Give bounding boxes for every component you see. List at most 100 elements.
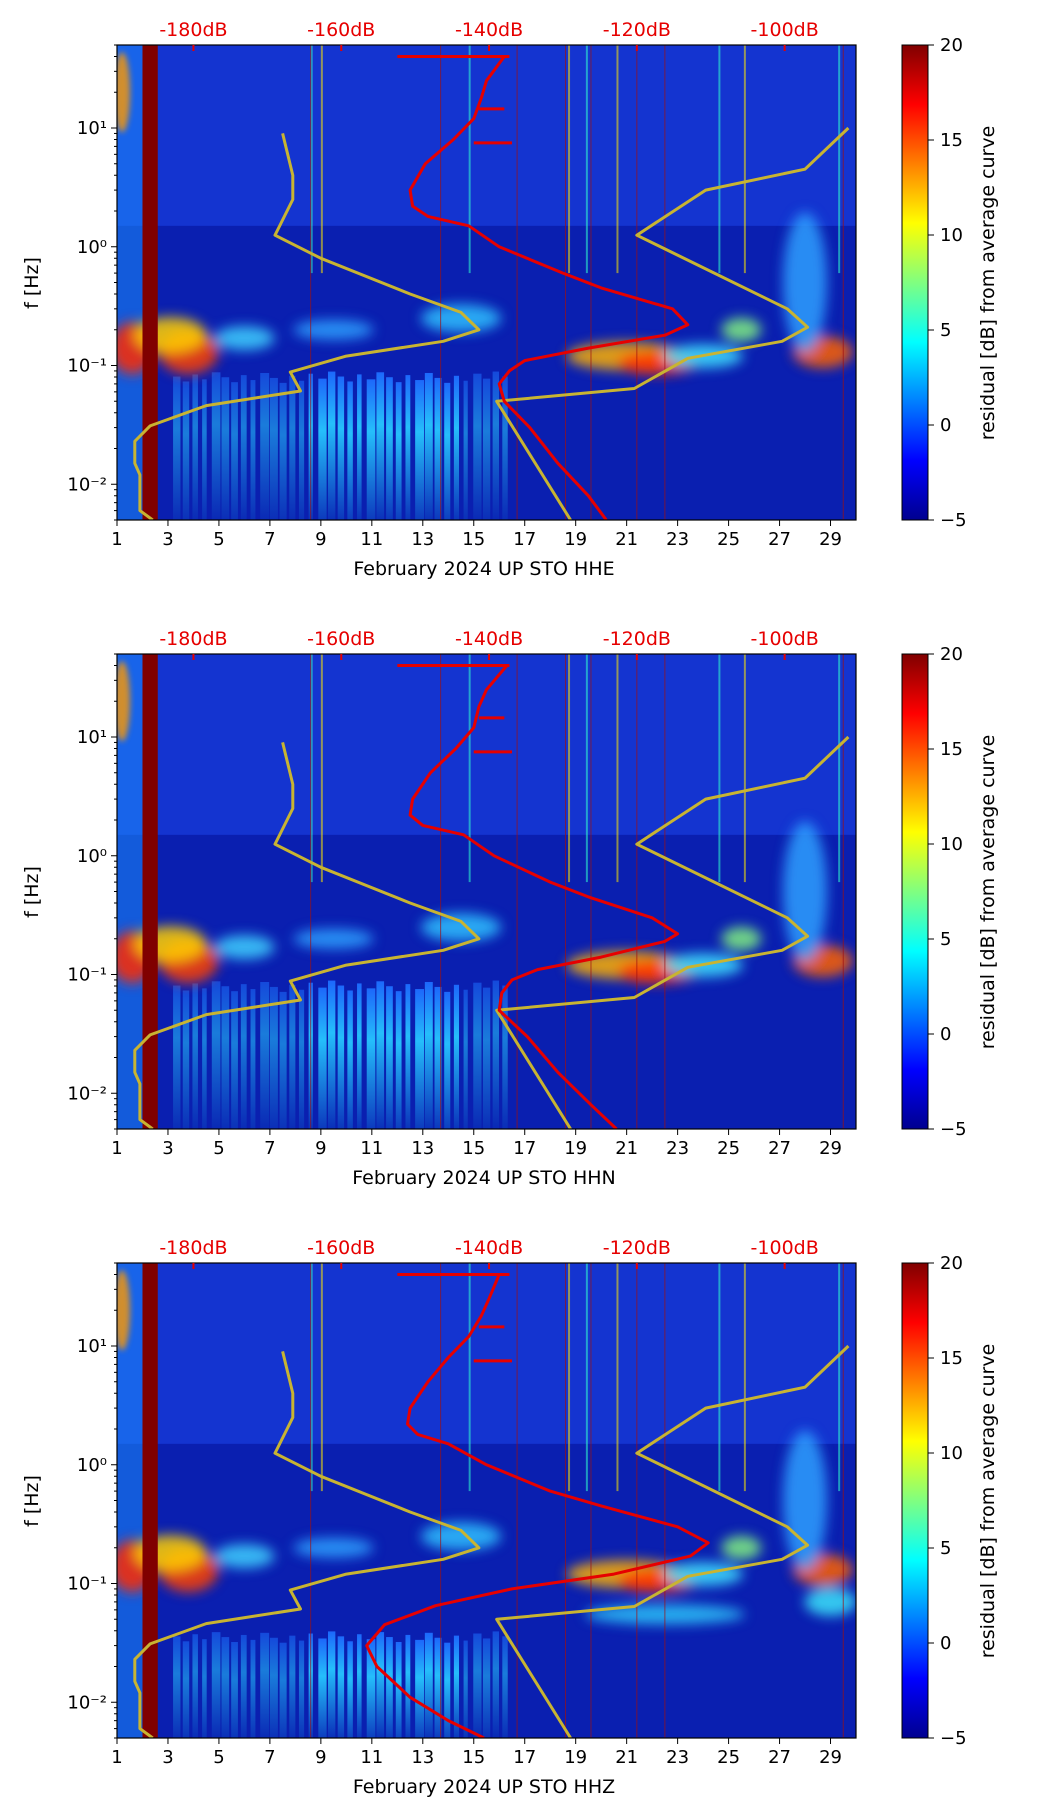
x-tick-label: 9 xyxy=(315,1747,326,1768)
colorbar-gradient xyxy=(901,44,929,521)
y-tick-label: 10¹ xyxy=(77,118,107,139)
x-tick-label: 7 xyxy=(264,1747,275,1768)
x-tick-label: 1 xyxy=(111,1138,122,1159)
y-axis-label: f [Hz] xyxy=(21,257,43,309)
early-hf-spot xyxy=(117,52,131,133)
db-tick-label: -180dB xyxy=(159,19,227,41)
colorbar-tick-label: 10 xyxy=(940,1443,963,1464)
db-tick-label: -160dB xyxy=(307,1237,375,1259)
y-axis: 10⁻² 10⁻¹ 10⁰ 10¹ xyxy=(67,44,117,521)
x-tick-label: 23 xyxy=(666,1747,689,1768)
colorbar-tick-label: 0 xyxy=(940,415,951,436)
x-tick-label: 11 xyxy=(360,529,383,550)
x-tick-label: 13 xyxy=(411,1747,434,1768)
noise-model-low-curve xyxy=(133,742,481,1129)
x-tick-label: 25 xyxy=(717,529,740,550)
x-axis-label: February 2024 UP STO HHZ xyxy=(353,1776,615,1798)
x-tick-label: 15 xyxy=(462,1138,485,1159)
db-tick-label: -180dB xyxy=(159,628,227,650)
transient-streaks xyxy=(310,654,841,883)
x-tick-label: 19 xyxy=(564,529,587,550)
y-tick-label: 10⁻¹ xyxy=(67,1574,107,1595)
spectrogram-panel-hhz: 1 3 5 7 9 11 13 15 17 19 21 23 25 27 2910⁻²10⁻¹10⁰10¹-… xyxy=(67,1237,966,1768)
x-tick-label: 19 xyxy=(564,1138,587,1159)
top-db-axis: -180dB -160dB -140dB -120dB -100dB xyxy=(159,1237,819,1269)
colorbar: −5 0 5 10 15 20 xyxy=(901,35,967,531)
high-frequency-band xyxy=(117,1263,856,1444)
x-tick-label: 25 xyxy=(717,1747,740,1768)
colorbar-tick-label: −5 xyxy=(940,510,967,531)
x-tick-label: 19 xyxy=(564,1747,587,1768)
median-psd-curve xyxy=(365,1273,710,1738)
microseism-band xyxy=(117,821,853,984)
data-gap-column xyxy=(142,1263,158,1738)
db-tick-label: -180dB xyxy=(159,1237,227,1259)
x-tick-label: 29 xyxy=(819,1138,842,1159)
high-frequency-band xyxy=(117,45,856,226)
x-tick-label: 1 xyxy=(111,529,122,550)
x-tick-label: 9 xyxy=(315,1138,326,1159)
colorbar-tick-label: 10 xyxy=(940,225,963,246)
top-db-axis: -180dB -160dB -140dB -120dB -100dB xyxy=(159,19,819,51)
panel-2-labels: February 2024 UP STO HHZ f [Hz] residual… xyxy=(21,1344,999,1798)
y-tick-label: 10⁻² xyxy=(67,1692,107,1713)
day-marker-lines xyxy=(310,1263,844,1738)
colorbar-tick-label: 10 xyxy=(940,834,963,855)
low-frequency-energy xyxy=(173,1631,508,1738)
colorbar-tick-label: 5 xyxy=(940,929,951,950)
noise-model-low-curve xyxy=(133,1351,481,1738)
transient-streaks xyxy=(310,45,841,274)
x-tick-label: 29 xyxy=(819,529,842,550)
colorbar-tick-label: 5 xyxy=(940,1538,951,1559)
x-tick-label: 3 xyxy=(162,1747,173,1768)
y-tick-label: 10⁻² xyxy=(67,474,107,495)
db-tick-label: -100dB xyxy=(751,19,819,41)
x-tick-label: 7 xyxy=(264,1138,275,1159)
heatmap-area xyxy=(117,654,856,1129)
x-tick-label: 17 xyxy=(513,1138,536,1159)
x-tick-label: 9 xyxy=(315,529,326,550)
colorbar-tick-label: 0 xyxy=(940,1633,951,1654)
data-gap-column xyxy=(142,654,158,1129)
early-hf-spot xyxy=(117,661,131,742)
top-db-axis: -180dB -160dB -140dB -120dB -100dB xyxy=(159,628,819,660)
x-tick-label: 7 xyxy=(264,529,275,550)
db-tick-label: -160dB xyxy=(307,19,375,41)
noise-model-high-curve xyxy=(495,735,850,1129)
transient-streaks xyxy=(310,1263,841,1492)
db-tick-label: -100dB xyxy=(751,628,819,650)
x-axis-label: February 2024 UP STO HHN xyxy=(352,1167,615,1189)
x-tick-label: 5 xyxy=(213,1138,224,1159)
panel-1-labels: February 2024 UP STO HHN f [Hz] residual… xyxy=(21,735,999,1189)
db-tick-label: -120dB xyxy=(603,628,671,650)
x-tick-label: 21 xyxy=(615,1138,638,1159)
data-gap-column xyxy=(142,45,158,520)
y-axis: 10⁻² 10⁻¹ 10⁰ 10¹ xyxy=(67,1262,117,1739)
x-tick-label: 17 xyxy=(513,529,536,550)
x-tick-label: 1 xyxy=(111,1747,122,1768)
y-axis-label: f [Hz] xyxy=(21,866,43,918)
colorbar-label: residual [dB] from average curve xyxy=(977,126,999,441)
y-tick-label: 10⁻¹ xyxy=(67,356,107,377)
x-tick-label: 3 xyxy=(162,1138,173,1159)
x-tick-label: 23 xyxy=(666,1138,689,1159)
colorbar-label: residual [dB] from average curve xyxy=(977,735,999,1050)
colorbar-tick-label: 5 xyxy=(940,320,951,341)
db-tick-label: -140dB xyxy=(455,628,523,650)
colorbar-label: residual [dB] from average curve xyxy=(977,1344,999,1659)
y-tick-label: 10⁰ xyxy=(77,237,107,258)
db-tick-label: -100dB xyxy=(751,1237,819,1259)
x-tick-label: 29 xyxy=(819,1747,842,1768)
colorbar: −5 0 5 10 15 20 xyxy=(901,644,967,1140)
y-tick-label: 10⁰ xyxy=(77,846,107,867)
x-tick-label: 5 xyxy=(213,529,224,550)
colorbar-gradient xyxy=(901,653,929,1130)
x-tick-label: 15 xyxy=(462,1747,485,1768)
y-tick-label: 10¹ xyxy=(77,1336,107,1357)
high-frequency-band xyxy=(117,654,856,835)
x-tick-label: 15 xyxy=(462,529,485,550)
colorbar-tick-label: 15 xyxy=(940,130,963,151)
x-axis: 1 3 5 7 9 11 13 15 17 19 21 23 25 27 29 xyxy=(111,520,842,550)
median-curve-spikes xyxy=(397,1273,512,1363)
